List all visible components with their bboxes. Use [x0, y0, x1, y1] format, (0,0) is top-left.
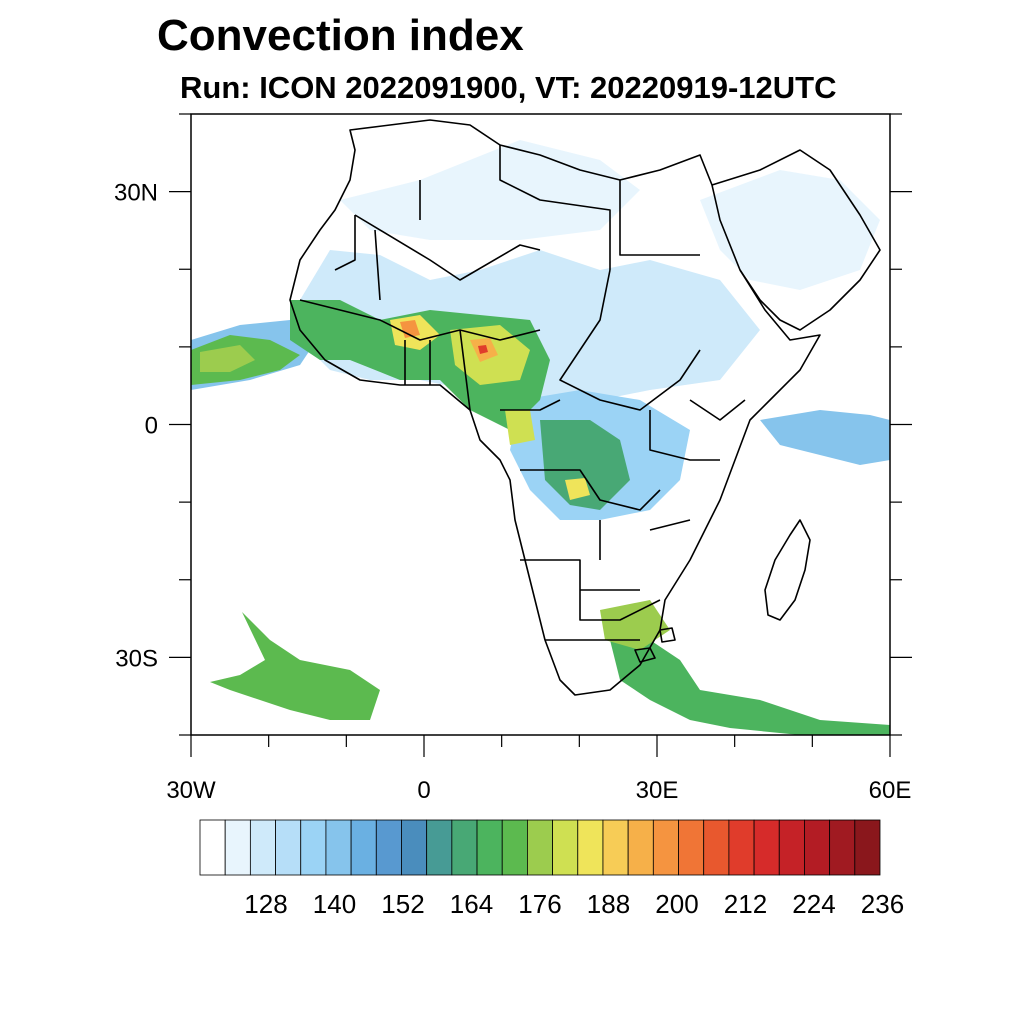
field-congo-yellow [505, 410, 535, 445]
border-east-africa [649, 399, 746, 461]
coastline-madagascar [764, 519, 811, 621]
lat-tick-label: 30N [114, 180, 158, 207]
convection-field [191, 140, 890, 735]
colorbar-swatch [375, 819, 402, 876]
colorbar-swatch [451, 819, 478, 876]
field-atlantic-core [200, 345, 255, 372]
colorbar-swatch [249, 819, 276, 876]
colorbar-swatch [275, 819, 302, 876]
border-south-africa [545, 627, 676, 663]
field-southern-ocean [610, 640, 890, 735]
coastline-arabia [711, 149, 881, 331]
lat-tick-label: 30S [115, 645, 158, 672]
field-south-africa-band [600, 600, 670, 650]
colorbar-label: 200 [655, 889, 698, 919]
colorbar-swatch [350, 819, 377, 876]
colorbar-label: 212 [724, 889, 767, 919]
border-sahara-a [354, 214, 541, 281]
colorbar-swatch [426, 819, 453, 876]
colorbar-label: 188 [587, 889, 630, 919]
chart-title: Convection index [157, 11, 524, 60]
lon-tick-label: 0 [417, 777, 430, 804]
colorbar-swatch [753, 819, 780, 876]
colorbar-swatch [476, 819, 503, 876]
axis-ticks: 30W 0 30E 60E 30N 0 30S [114, 113, 912, 804]
field-congo-green [540, 420, 630, 510]
colorbar-swatch [401, 819, 428, 876]
colorbar-label: 236 [861, 889, 904, 919]
border-congo [500, 399, 661, 511]
colorbar-swatch [854, 819, 881, 876]
colorbar-swatch [804, 819, 831, 876]
border-sahara-b [499, 145, 611, 270]
colorbar-swatch [728, 819, 755, 876]
border-gulf-guinea [404, 329, 471, 411]
colorbar-swatch [577, 819, 604, 876]
colorbar-swatch [552, 819, 579, 876]
colorbar-label: 140 [313, 889, 356, 919]
colorbar-swatch [527, 819, 553, 876]
field-core-orange-a [400, 320, 420, 338]
border-maghreb [334, 180, 421, 301]
lon-tick-label: 30W [166, 777, 216, 804]
chart-subtitle: Run: ICON 2022091900, VT: 20220919-12UTC [180, 70, 837, 105]
border-egypt-sudan [619, 180, 700, 256]
map-panel: 30W 0 30E 60E 30N 0 30S [114, 113, 912, 804]
colorbar-label: 152 [381, 889, 424, 919]
colorbar-label: 128 [244, 889, 287, 919]
lat-tick-label: 0 [145, 413, 158, 440]
colorbar-swatch [652, 819, 679, 876]
field-arabia [700, 170, 880, 290]
colorbar-swatch [325, 819, 352, 876]
colorbar-swatch [300, 819, 327, 876]
colorbar-label: 224 [792, 889, 835, 919]
colorbar-swatch [224, 819, 251, 876]
border-west-africa [299, 299, 541, 341]
colorbar: 128 140 152 164 176 188 200 212 224 236 [199, 819, 904, 919]
colorbar-swatch [703, 819, 730, 876]
border-sudan-south [559, 269, 701, 411]
lon-tick-label: 30E [636, 777, 679, 804]
border-southern-africa [520, 519, 691, 621]
field-indian-ocean [760, 410, 890, 465]
colorbar-swatch [778, 819, 805, 876]
coastlines-borders [289, 119, 881, 696]
colorbar-swatch [602, 819, 629, 876]
colorbar-swatch [627, 819, 654, 876]
colorbar-swatch [829, 819, 856, 876]
colorbar-label: 164 [450, 889, 493, 919]
lon-tick-label: 60E [869, 777, 912, 804]
field-core-red [478, 345, 488, 354]
colorbar-swatch [501, 819, 528, 876]
colorbar-swatch [678, 819, 705, 876]
colorbar-swatch [199, 819, 226, 876]
colorbar-label: 176 [518, 889, 561, 919]
field-south-atlantic [210, 612, 380, 720]
field-congo-core [565, 478, 590, 500]
